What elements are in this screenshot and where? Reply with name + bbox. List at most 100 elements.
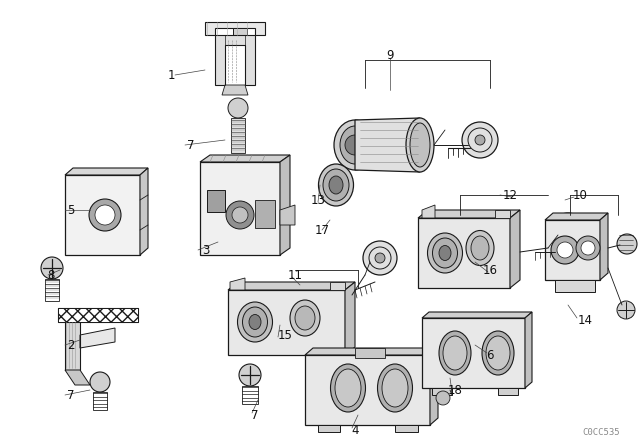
Polygon shape <box>65 322 80 370</box>
Circle shape <box>228 98 248 118</box>
Bar <box>355 348 385 358</box>
Polygon shape <box>58 308 138 322</box>
Circle shape <box>551 236 579 264</box>
Circle shape <box>375 253 385 263</box>
Polygon shape <box>525 312 532 388</box>
Bar <box>45 279 59 301</box>
Bar <box>207 190 225 212</box>
Polygon shape <box>65 370 90 385</box>
Text: 4: 4 <box>351 423 359 436</box>
Polygon shape <box>345 282 355 355</box>
Ellipse shape <box>428 233 463 273</box>
Text: 14: 14 <box>577 314 593 327</box>
Polygon shape <box>215 35 255 85</box>
Bar <box>93 392 107 410</box>
Text: 16: 16 <box>483 263 497 276</box>
Text: 18: 18 <box>447 383 463 396</box>
Ellipse shape <box>439 331 471 375</box>
Ellipse shape <box>319 164 353 206</box>
Bar <box>231 118 245 153</box>
Text: 13: 13 <box>310 194 325 207</box>
Polygon shape <box>205 22 265 35</box>
Ellipse shape <box>329 176 343 194</box>
Polygon shape <box>430 348 438 425</box>
Polygon shape <box>222 85 248 95</box>
Text: 5: 5 <box>68 203 75 216</box>
Polygon shape <box>200 162 280 255</box>
Text: 17: 17 <box>315 224 330 237</box>
Ellipse shape <box>471 236 489 260</box>
Ellipse shape <box>243 307 268 337</box>
Circle shape <box>475 135 485 145</box>
Ellipse shape <box>237 302 273 342</box>
Ellipse shape <box>334 120 376 170</box>
Polygon shape <box>228 290 345 355</box>
Polygon shape <box>305 348 438 355</box>
Circle shape <box>581 241 595 255</box>
Polygon shape <box>305 355 430 425</box>
Polygon shape <box>510 210 520 288</box>
Ellipse shape <box>378 364 413 412</box>
Polygon shape <box>495 210 510 218</box>
Text: 1: 1 <box>168 69 175 82</box>
Polygon shape <box>395 425 418 432</box>
Polygon shape <box>230 278 245 290</box>
Polygon shape <box>432 388 452 395</box>
Ellipse shape <box>486 336 510 370</box>
Ellipse shape <box>290 300 320 336</box>
Polygon shape <box>422 318 525 388</box>
Ellipse shape <box>439 246 451 260</box>
Polygon shape <box>600 213 608 280</box>
Circle shape <box>617 301 635 319</box>
Polygon shape <box>555 280 595 292</box>
Text: 3: 3 <box>203 244 210 257</box>
Circle shape <box>89 199 121 231</box>
Text: 7: 7 <box>252 409 259 422</box>
Bar <box>233 28 247 36</box>
Text: 2: 2 <box>67 339 75 352</box>
Circle shape <box>239 364 261 386</box>
Polygon shape <box>498 388 518 395</box>
Ellipse shape <box>382 369 408 407</box>
Ellipse shape <box>335 369 361 407</box>
Bar <box>255 200 275 228</box>
Polygon shape <box>355 118 420 172</box>
Polygon shape <box>330 282 345 290</box>
Text: C0CC535: C0CC535 <box>582 427 620 436</box>
Ellipse shape <box>295 306 315 330</box>
Polygon shape <box>545 220 600 280</box>
Polygon shape <box>280 155 290 255</box>
Ellipse shape <box>340 126 370 164</box>
Polygon shape <box>318 425 340 432</box>
Ellipse shape <box>433 238 458 268</box>
Polygon shape <box>422 312 532 318</box>
Text: 12: 12 <box>502 189 518 202</box>
Circle shape <box>551 213 585 247</box>
Ellipse shape <box>466 231 494 266</box>
Circle shape <box>226 201 254 229</box>
Circle shape <box>436 391 450 405</box>
Text: 6: 6 <box>486 349 493 362</box>
Circle shape <box>90 372 110 392</box>
Circle shape <box>232 207 248 223</box>
Text: 8: 8 <box>47 268 55 281</box>
Polygon shape <box>65 175 140 255</box>
Text: 15: 15 <box>278 328 292 341</box>
Circle shape <box>95 205 115 225</box>
Polygon shape <box>418 210 520 218</box>
Polygon shape <box>200 155 290 162</box>
Ellipse shape <box>443 336 467 370</box>
Polygon shape <box>228 282 355 290</box>
Circle shape <box>617 234 637 254</box>
Ellipse shape <box>482 331 514 375</box>
Circle shape <box>345 135 365 155</box>
Polygon shape <box>418 218 510 288</box>
Polygon shape <box>140 168 148 255</box>
Polygon shape <box>280 205 295 225</box>
Polygon shape <box>422 205 435 218</box>
Ellipse shape <box>330 364 365 412</box>
Ellipse shape <box>406 118 434 172</box>
Circle shape <box>363 241 397 275</box>
Text: 7: 7 <box>67 388 75 401</box>
Polygon shape <box>80 328 115 348</box>
